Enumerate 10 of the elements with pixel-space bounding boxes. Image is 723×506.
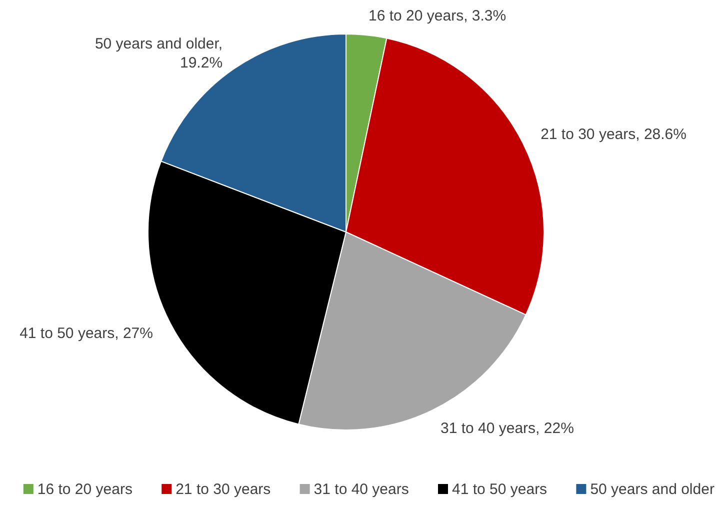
legend-label: 16 to 20 years [37, 481, 132, 498]
legend-label: 41 to 50 years [452, 481, 548, 498]
legend-label: 21 to 30 years [176, 481, 271, 498]
data-label: 21 to 30 years, 28.6% [540, 126, 687, 144]
data-label: 41 to 50 years, 27% [20, 324, 153, 342]
data-label: 16 to 20 years, 3.3% [368, 7, 506, 24]
data-label: 50 years and older, 19.2% [94, 36, 223, 72]
legend-label: 50 years and older [590, 481, 714, 498]
data-label: 31 to 40 years, 22% [440, 420, 574, 438]
legend-label: 31 to 40 years [314, 481, 409, 498]
